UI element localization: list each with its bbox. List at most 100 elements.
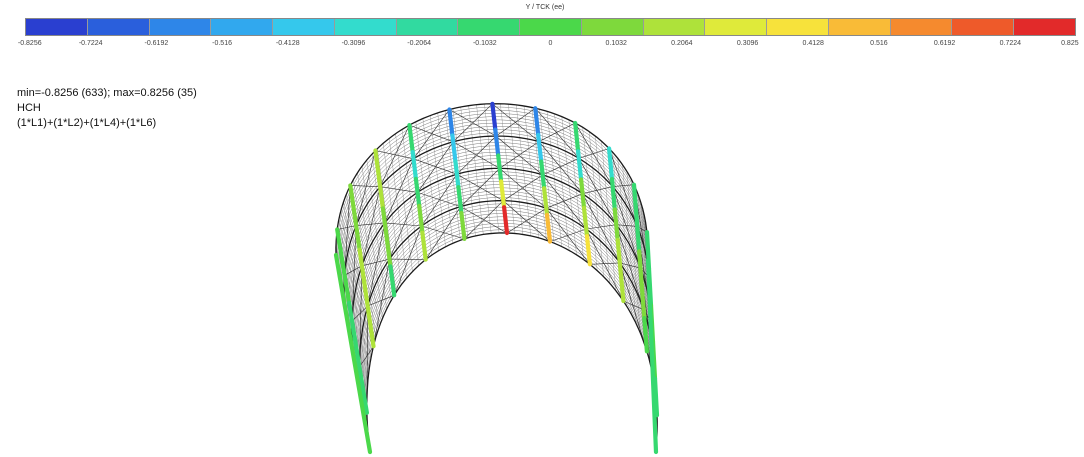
arch-frame-member xyxy=(380,206,389,240)
color-scale-ticks: -0.8256 -0.7224 -0.6192 -0.516 -0.4128 -0.309… xyxy=(0,40,1084,52)
scale-tick-label: 0.4128 xyxy=(802,40,824,47)
arch-frame-member xyxy=(642,316,650,354)
arch-frame-member xyxy=(366,312,376,349)
scale-swatch xyxy=(828,19,891,35)
arch-frame-member xyxy=(637,249,644,287)
arch-frame-member xyxy=(358,374,369,415)
brace xyxy=(585,228,624,302)
brace xyxy=(612,186,641,269)
brace xyxy=(589,262,621,265)
brace xyxy=(344,265,363,276)
brace xyxy=(452,103,493,143)
brace xyxy=(549,228,587,242)
arch-frame-member xyxy=(645,257,659,455)
scale-swatch xyxy=(581,19,644,35)
brace xyxy=(534,107,580,159)
brace xyxy=(492,103,540,142)
mesh-line xyxy=(365,229,658,448)
brace xyxy=(538,122,576,142)
brace xyxy=(582,193,621,264)
mesh-line xyxy=(362,213,656,424)
scale-tick-label: -0.3096 xyxy=(341,40,366,47)
brace xyxy=(384,222,422,227)
scale-swatch xyxy=(458,19,521,35)
scale-tick-label: 0.1032 xyxy=(605,40,627,47)
brace xyxy=(608,148,638,227)
mesh-line xyxy=(360,206,656,414)
arch-frame-member xyxy=(575,149,584,182)
arch-frame-member xyxy=(450,133,458,164)
arch-frame-member xyxy=(539,159,547,191)
brace xyxy=(367,294,395,307)
scale-swatch xyxy=(273,19,335,35)
arch-frame-member xyxy=(388,264,397,298)
brace xyxy=(456,135,497,175)
arch-frame-member xyxy=(573,120,581,154)
arch-frame-member xyxy=(631,182,639,221)
brace xyxy=(585,224,617,230)
arch-frame-member xyxy=(456,185,464,216)
scale-tick-label: -0.7224 xyxy=(78,40,103,47)
arch-frame-member xyxy=(453,159,461,190)
brace xyxy=(417,141,454,193)
brace xyxy=(615,224,645,311)
brace xyxy=(344,185,351,276)
brace xyxy=(389,258,427,260)
brace xyxy=(542,158,580,176)
arch-frame-member xyxy=(420,230,428,262)
mesh-line xyxy=(363,219,657,433)
scale-tick-label: 0.3096 xyxy=(736,40,759,47)
scale-tick-label: -0.2064 xyxy=(407,40,431,47)
scale-swatch xyxy=(26,19,88,35)
brace xyxy=(495,107,536,137)
scale-swatch xyxy=(149,19,212,35)
arch-frame-member xyxy=(335,227,346,269)
arch-frame-member xyxy=(413,176,422,208)
brace xyxy=(574,122,614,187)
arch-frame-member xyxy=(333,252,373,455)
brace xyxy=(375,150,414,160)
scale-swatch xyxy=(705,19,768,35)
load-combination: (1*L1)+(1*L2)+(1*L4)+(1*L6) xyxy=(17,117,157,129)
color-scale-bar xyxy=(25,18,1076,36)
scale-tick-label: -0.516 xyxy=(212,40,232,47)
brace xyxy=(336,225,357,230)
arch-frame-member xyxy=(410,149,418,181)
scale-tick-label: 0.2064 xyxy=(671,40,693,47)
brace xyxy=(359,345,374,368)
min-max-text: min=-0.8256 (633); max=0.8256 (35) xyxy=(17,87,197,99)
arch-frame-member xyxy=(639,282,647,321)
arch-frame-member xyxy=(652,376,660,418)
brace xyxy=(495,135,543,176)
brace xyxy=(615,224,638,227)
mesh-line xyxy=(365,226,657,443)
arch-frame-member xyxy=(348,183,358,220)
arch-frame-member xyxy=(447,107,455,138)
scale-swatch xyxy=(87,19,150,35)
brace xyxy=(361,258,390,267)
arch-frame-member xyxy=(407,122,415,155)
brace xyxy=(361,186,381,267)
arch-frame-member xyxy=(352,337,363,379)
arch-frame-member xyxy=(615,237,623,273)
scale-tick-label: 0.825 xyxy=(1061,40,1079,47)
scale-swatch xyxy=(211,19,274,35)
arch-frame-member xyxy=(352,215,362,252)
legend-title: Y / TCK (ee) xyxy=(525,4,565,11)
brace xyxy=(384,158,414,224)
arch-frame-member xyxy=(373,148,382,182)
arch-frame-member xyxy=(347,300,358,342)
arch-frame-member xyxy=(634,216,642,254)
brace xyxy=(502,174,543,201)
brace xyxy=(545,193,583,209)
scale-swatch xyxy=(890,19,953,35)
brace xyxy=(421,173,458,227)
arch-frame-member xyxy=(496,153,504,184)
arch-frames xyxy=(333,101,660,455)
brace xyxy=(582,186,614,194)
brace xyxy=(366,305,369,414)
arch-frame-member xyxy=(536,132,544,164)
brace xyxy=(542,174,587,230)
brace xyxy=(421,225,465,240)
